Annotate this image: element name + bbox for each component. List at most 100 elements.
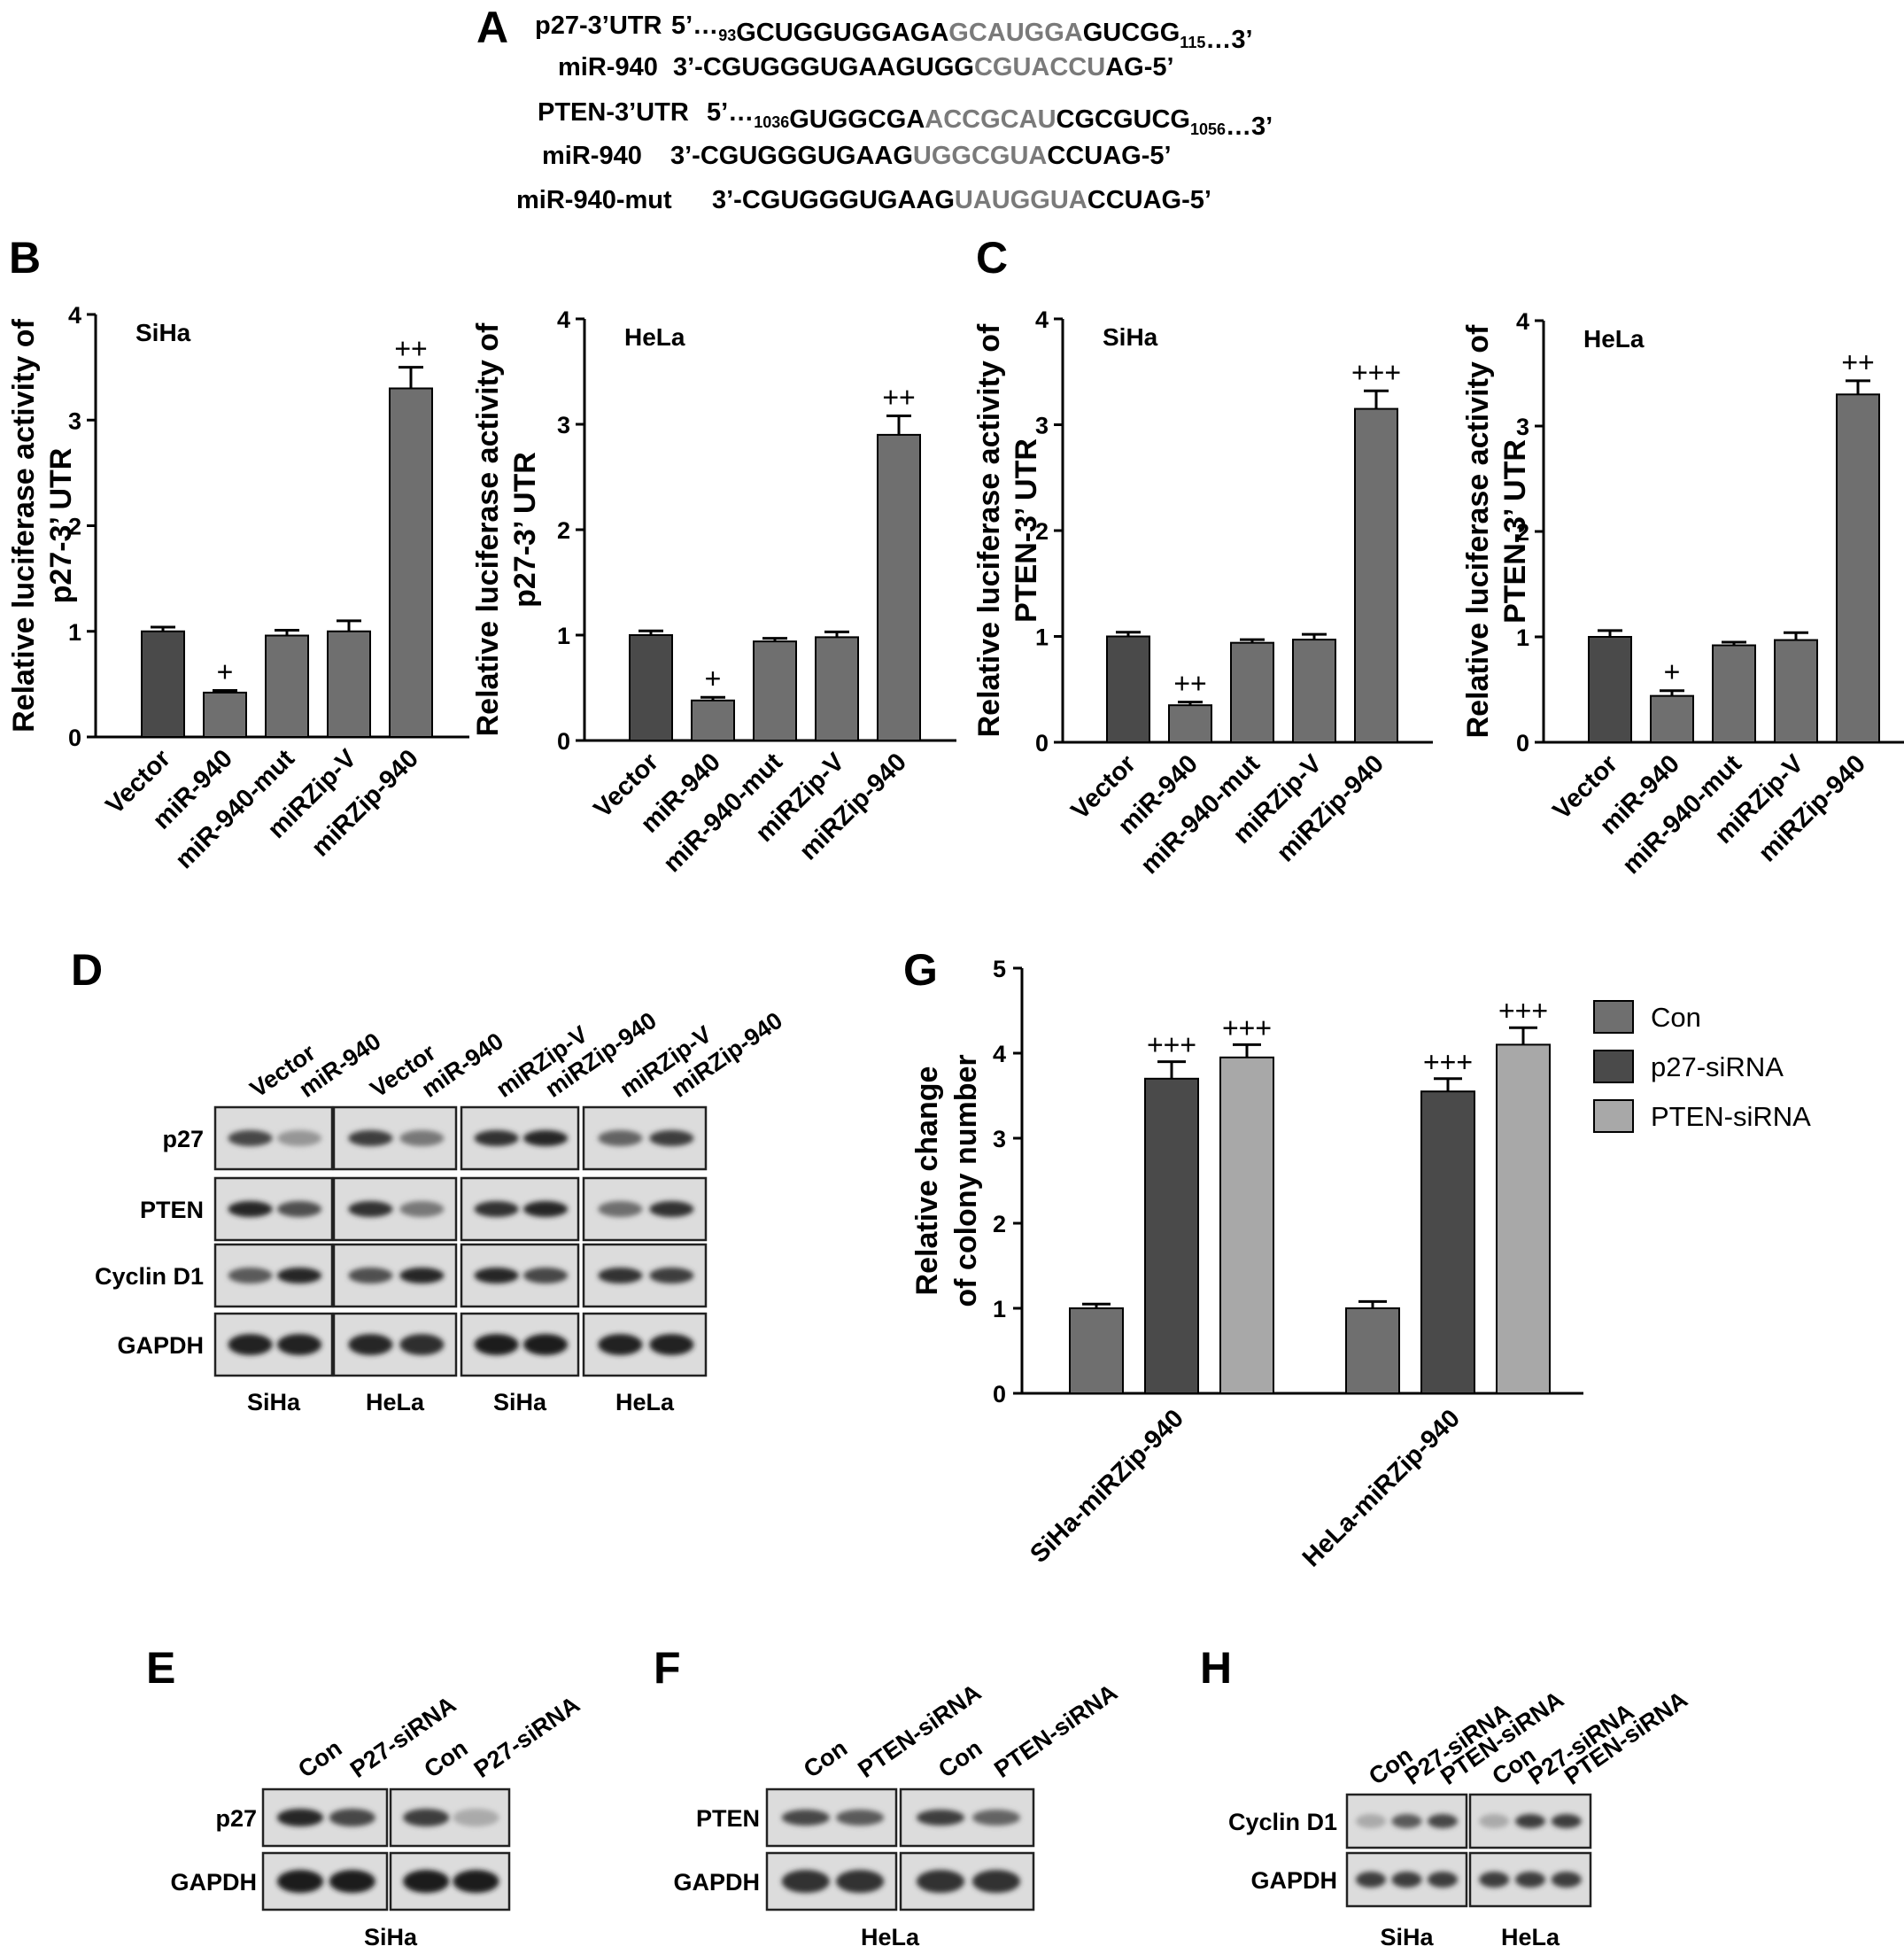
- blot-row-label: PTEN: [696, 1805, 760, 1832]
- y-axis-title: Relative change of colony number: [910, 1054, 983, 1307]
- blot-band: [399, 1201, 445, 1217]
- blot-row-label: GAPDH: [673, 1869, 760, 1896]
- blot-row-label: Cyclin D1: [1228, 1809, 1337, 1835]
- blot-band: [277, 1201, 322, 1217]
- seed-region: UGGCGUA: [913, 142, 1048, 170]
- sequence-segment: AG-5’: [1105, 53, 1173, 81]
- blot-lane-label: Con: [799, 1734, 852, 1783]
- bar: [1168, 704, 1212, 743]
- blot-band: [917, 1810, 964, 1826]
- y-tick-label: 0: [68, 725, 81, 751]
- sequence-position: 115: [1180, 34, 1205, 51]
- blot-band: [1356, 1814, 1386, 1828]
- y-axis-title-line: p27-3’ UTR: [508, 452, 542, 608]
- bar: [1712, 644, 1756, 744]
- blot-band: [228, 1268, 273, 1283]
- blot-band: [598, 1130, 643, 1146]
- sequence-label: miR-940-mut: [516, 186, 672, 214]
- significance-mark: +: [217, 656, 234, 688]
- significance-mark: ++: [394, 333, 427, 365]
- bar: [877, 433, 921, 741]
- blot-band: [1479, 1814, 1510, 1828]
- blot-band: [836, 1870, 885, 1893]
- y-axis-title: Relative luciferase activity of PTEN-3’ U…: [1461, 324, 1532, 738]
- cell-line-label: HeLa: [1583, 325, 1645, 353]
- blot-band: [348, 1334, 393, 1355]
- y-axis-title-line: p27-3’ UTR: [44, 448, 78, 604]
- blot-band: [399, 1268, 445, 1283]
- bar: [203, 691, 247, 738]
- blot-band: [228, 1334, 273, 1355]
- significance-mark: +: [1664, 656, 1681, 688]
- y-tick-label: 1: [557, 623, 570, 649]
- blot-band: [649, 1268, 694, 1283]
- blot-band: [1551, 1814, 1582, 1828]
- blot-band: [399, 1334, 445, 1355]
- blot-band: [523, 1334, 569, 1355]
- panel-letter-h: H: [1200, 1643, 1232, 1693]
- bar: [1836, 393, 1880, 743]
- y-axis-title-line: PTEN-3’ UTR: [1010, 438, 1043, 623]
- blot-band: [277, 1130, 322, 1146]
- blot-band: [348, 1268, 393, 1283]
- blot-band: [474, 1201, 519, 1217]
- blot-row-label: GAPDH: [170, 1869, 257, 1896]
- significance-mark: +++: [1423, 1046, 1473, 1078]
- blot-band: [277, 1334, 322, 1355]
- bar: [1774, 639, 1818, 744]
- sequence-segment: …3’: [1226, 112, 1273, 141]
- y-tick-label: 1: [993, 1296, 1006, 1322]
- sequence-text: 5’…1036GUGGCGAACCGCAUCGCGUCG1056…3’: [707, 98, 1273, 141]
- blot-band: [329, 1809, 375, 1826]
- blot-band: [649, 1334, 694, 1355]
- blot-band: [598, 1268, 643, 1283]
- blot-lane-label: Con: [419, 1734, 472, 1783]
- y-axis-title: Relative luciferase activity of p27-3’ UT…: [471, 322, 542, 736]
- sequence-segment: 5’…: [671, 12, 718, 40]
- blot-band: [277, 1809, 323, 1826]
- bar: [629, 634, 673, 741]
- legend-swatch: [1593, 1099, 1634, 1133]
- significance-mark: +++: [1351, 356, 1401, 388]
- blot-band: [348, 1201, 393, 1217]
- blot-group-label: SiHa: [493, 1389, 547, 1415]
- y-tick-label: 0: [1516, 730, 1529, 756]
- blot-band: [228, 1130, 273, 1146]
- blot-band: [781, 1870, 830, 1893]
- y-tick-label: 2: [68, 514, 81, 540]
- blot-band: [474, 1268, 519, 1283]
- y-tick-label: 3: [993, 1126, 1006, 1152]
- sequence-segment: GUGGCGA: [789, 105, 925, 134]
- seed-region: ACCGCAU: [925, 105, 1056, 134]
- western-blot-h: Cyclin D1GAPDHConP27-siRNAPTEN-siRNAConP…: [1228, 1686, 1692, 1950]
- y-axis-title: Relative luciferase activity of PTEN-3’ U…: [972, 323, 1043, 737]
- seed-region: CGUACCU: [974, 53, 1105, 81]
- seed-region: UAUGGUA: [955, 186, 1087, 214]
- blot-group-label: HeLa: [366, 1389, 425, 1415]
- blot-band: [598, 1334, 643, 1355]
- blot-band: [972, 1810, 1020, 1826]
- blot-band: [403, 1809, 450, 1826]
- blot-band: [474, 1130, 519, 1146]
- sequence-segment: CCUAG-5’: [1087, 186, 1211, 214]
- blot-band: [403, 1870, 450, 1893]
- significance-mark: +++: [1147, 1029, 1196, 1061]
- blot-row-label: p27: [162, 1126, 204, 1152]
- blot-band: [228, 1201, 273, 1217]
- y-tick-label: 2: [1035, 518, 1049, 545]
- sequence-text: 3’-CGUGGGUGAAGUGGCGUACCUAG-5’: [673, 53, 1174, 81]
- blot-band: [836, 1810, 885, 1826]
- sequence-position: 93: [718, 27, 736, 44]
- blot-lane-label: Con: [293, 1734, 346, 1783]
- bar: [327, 630, 371, 738]
- bar: [1345, 1307, 1400, 1394]
- blot-band: [453, 1809, 499, 1826]
- y-axis-title: Relative luciferase activity of p27-3’ UT…: [7, 318, 78, 732]
- bar: [265, 634, 309, 739]
- y-tick-label: 0: [1035, 730, 1049, 756]
